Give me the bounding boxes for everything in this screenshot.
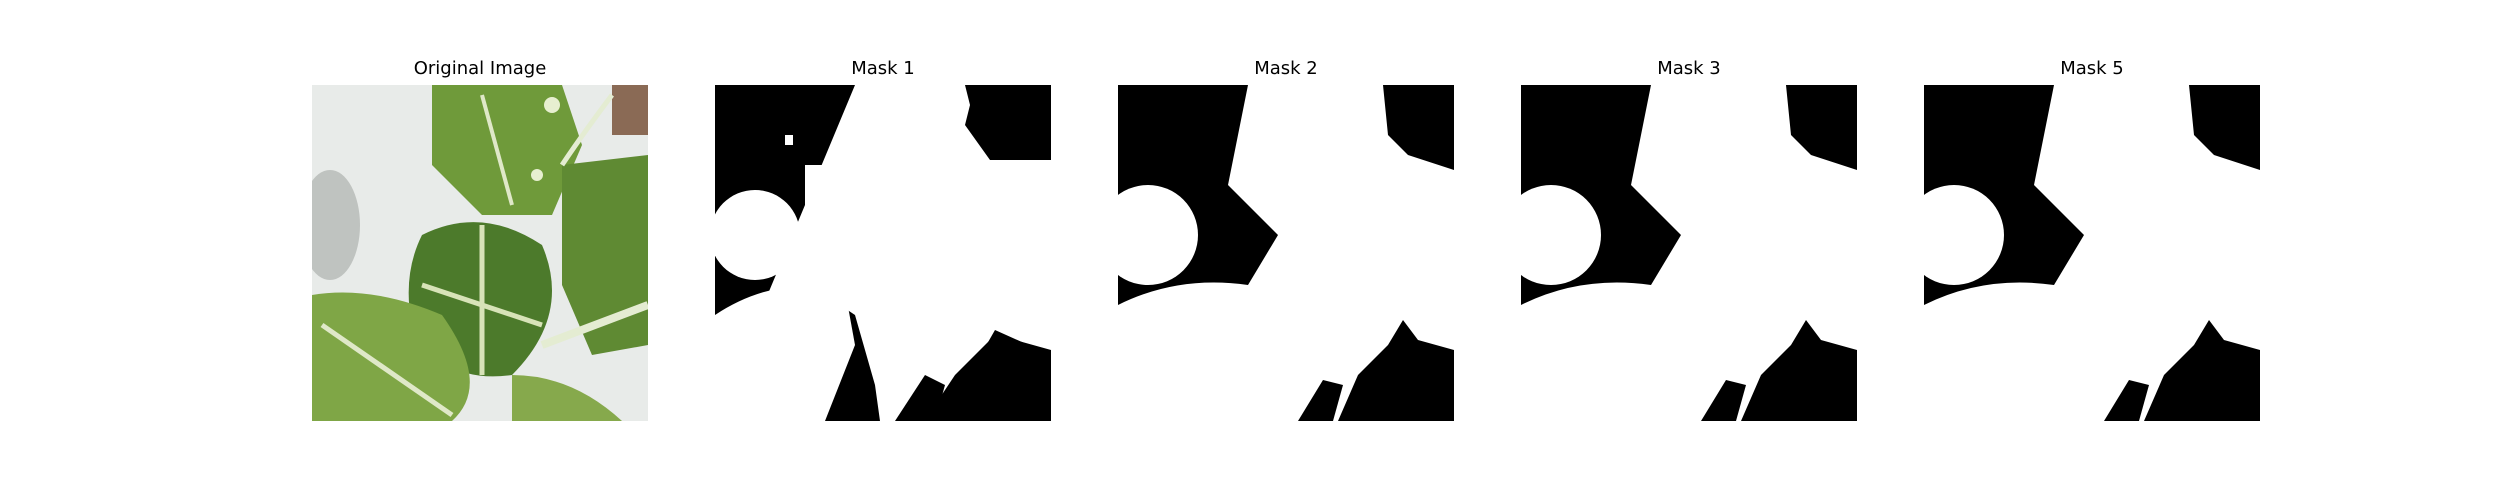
mask-1-image: [715, 85, 1051, 421]
mask-2-shape: [1118, 85, 1454, 421]
mask-5-title: Mask 5: [2060, 58, 2124, 79]
mask-3-image: [1521, 85, 1857, 421]
mask-2-title: Mask 2: [1254, 58, 1318, 79]
mask-5-shape: [1924, 85, 2260, 421]
mask-5-image: [1924, 85, 2260, 421]
mask-1-title: Mask 1: [851, 58, 915, 79]
mask-3-shape: [1521, 85, 1857, 421]
mask-3-title: Mask 3: [1657, 58, 1721, 79]
leaf-photo: [312, 85, 648, 421]
mask-2-image: [1118, 85, 1454, 421]
original-image-title: Original Image: [413, 58, 547, 79]
mask-1-shape: [715, 85, 1051, 421]
original-image: [312, 85, 648, 421]
